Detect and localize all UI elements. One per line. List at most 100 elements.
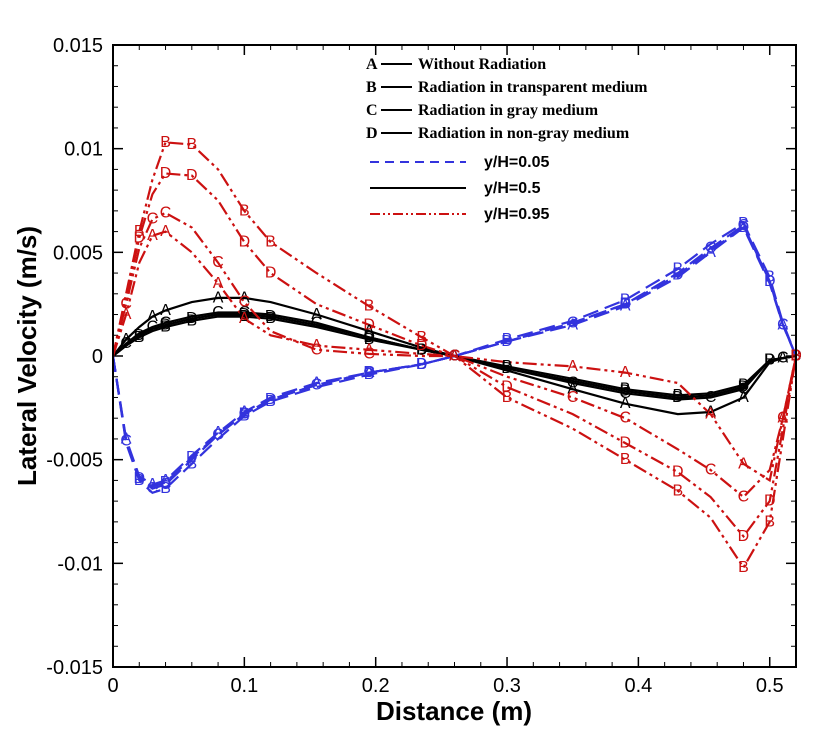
series-point-marker: C: [449, 348, 461, 365]
series-point-marker: D: [738, 528, 750, 545]
series-point-marker: C: [363, 364, 375, 381]
series-point-marker: C: [120, 433, 132, 450]
series-point-marker: A: [213, 424, 224, 441]
y-tick-label: 0: [92, 346, 103, 368]
series-point-marker: C: [777, 316, 789, 333]
series-line: [113, 230, 796, 483]
legend-case-c: C Radiation in gray medium: [366, 102, 599, 119]
y-tick-label: 0.01: [64, 139, 103, 161]
y-tick-label: 0.005: [53, 242, 103, 264]
series-point-marker: D: [363, 316, 375, 333]
series-point-marker: D: [363, 364, 375, 381]
series-point-marker: B: [416, 341, 427, 358]
series-point-marker: D: [133, 229, 145, 246]
series-point-marker: B: [738, 377, 749, 394]
series-point-marker: A: [147, 476, 158, 493]
legend-position-005: y/H=0.05: [370, 154, 549, 171]
series-point-marker: A: [364, 341, 375, 358]
series-point-marker: A: [160, 472, 171, 489]
series-point-marker: B: [186, 455, 197, 472]
series-point-marker: A: [778, 410, 789, 427]
series-point-marker: B: [364, 331, 375, 348]
series-point-marker: B: [764, 269, 775, 286]
series-point-marker: C: [619, 296, 631, 313]
series-point-marker: B: [738, 215, 749, 232]
series-point-marker: D: [764, 352, 776, 369]
x-tick-label: 0.1: [230, 675, 258, 697]
x-tick-label: 0: [107, 675, 118, 697]
series-point-marker: A: [449, 348, 460, 365]
series-point-marker: C: [738, 381, 750, 398]
series-point-marker: C: [147, 318, 159, 335]
series-line: [113, 211, 796, 499]
series-point-marker: B: [134, 472, 145, 489]
legend-case-a-marker: A: [366, 56, 378, 73]
legend-case-b: B Radiation in transparent medium: [366, 79, 648, 96]
series-point-marker: C: [567, 374, 579, 391]
legend-position-005-label: y/H=0.05: [484, 154, 549, 171]
series-point-marker: B: [364, 298, 375, 315]
series-point-marker: B: [620, 451, 631, 468]
series-point-marker: A: [160, 223, 171, 240]
series-point-marker: B: [239, 408, 250, 425]
series-point-marker: C: [363, 345, 375, 362]
series-point-marker: A: [213, 289, 224, 306]
series-point-marker: C: [212, 304, 224, 321]
series-point-marker: B: [672, 387, 683, 404]
series-point-marker: C: [147, 211, 159, 228]
series-point-marker: A: [567, 358, 578, 375]
series-line: [113, 172, 796, 539]
series-point-marker: D: [160, 165, 172, 182]
series-point-marker: C: [311, 314, 323, 331]
series-point-marker: A: [311, 306, 322, 323]
series-point-marker: A: [364, 323, 375, 340]
series-point-marker: A: [620, 395, 631, 412]
series-point-marker: C: [363, 329, 375, 346]
series-point-marker: D: [619, 383, 631, 400]
series-point-marker: A: [738, 389, 749, 406]
series-point-marker: A: [311, 374, 322, 391]
series-point-marker: A: [213, 275, 224, 292]
series-point-marker: A: [121, 430, 132, 447]
legend-case-c-marker: C: [366, 102, 378, 119]
series-point-marker: B: [186, 136, 197, 153]
series-point-marker: A: [147, 227, 158, 244]
series-point-marker: B: [265, 310, 276, 327]
series-point-marker: B: [160, 480, 171, 497]
series-point-marker: C: [777, 350, 789, 367]
series-point-marker: A: [778, 350, 789, 367]
y-tick-label: -0.005: [46, 450, 103, 472]
series-point-marker: B: [364, 366, 375, 383]
series-point-marker: C: [239, 304, 251, 321]
series-point-marker: C: [619, 385, 631, 402]
series-point-marker: B: [160, 318, 171, 335]
series-point-marker: A: [778, 316, 789, 333]
legend-case-a-label: Without Radiation: [418, 56, 546, 73]
legend-case-d-marker: D: [366, 125, 378, 142]
y-tick-label: -0.01: [57, 553, 103, 575]
series-point-marker: C: [160, 204, 172, 221]
y-tick-label: 0.015: [53, 35, 103, 57]
series-point-marker: C: [619, 410, 631, 427]
series-point-marker: A: [620, 298, 631, 315]
series-point-marker: C: [239, 294, 251, 311]
legend-case-b-marker: B: [366, 79, 377, 96]
legend-position-095: y/H=0.95: [370, 206, 549, 223]
series-point-marker: B: [265, 233, 276, 250]
series-point-marker: A: [738, 455, 749, 472]
series-point-marker: B: [672, 260, 683, 277]
series-point-marker: C: [160, 314, 172, 331]
x-tick-label: 0.4: [624, 675, 652, 697]
series-point-marker: D: [363, 329, 375, 346]
x-tick-labels: 0 0.1 0.2 0.3 0.4 0.5: [107, 675, 783, 697]
series-point-marker: D: [619, 435, 631, 452]
legend-case-b-label: Radiation in transparent medium: [418, 79, 648, 96]
series-point-marker: A: [705, 403, 716, 420]
series-point-marker: C: [239, 406, 251, 423]
series-point-marker: D: [738, 379, 750, 396]
x-tick-label: 0.2: [362, 675, 390, 697]
series-point-marker: A: [705, 244, 716, 261]
series-point-marker: D: [501, 360, 513, 377]
series-point-marker: B: [502, 331, 513, 348]
series-point-marker: D: [416, 356, 428, 373]
